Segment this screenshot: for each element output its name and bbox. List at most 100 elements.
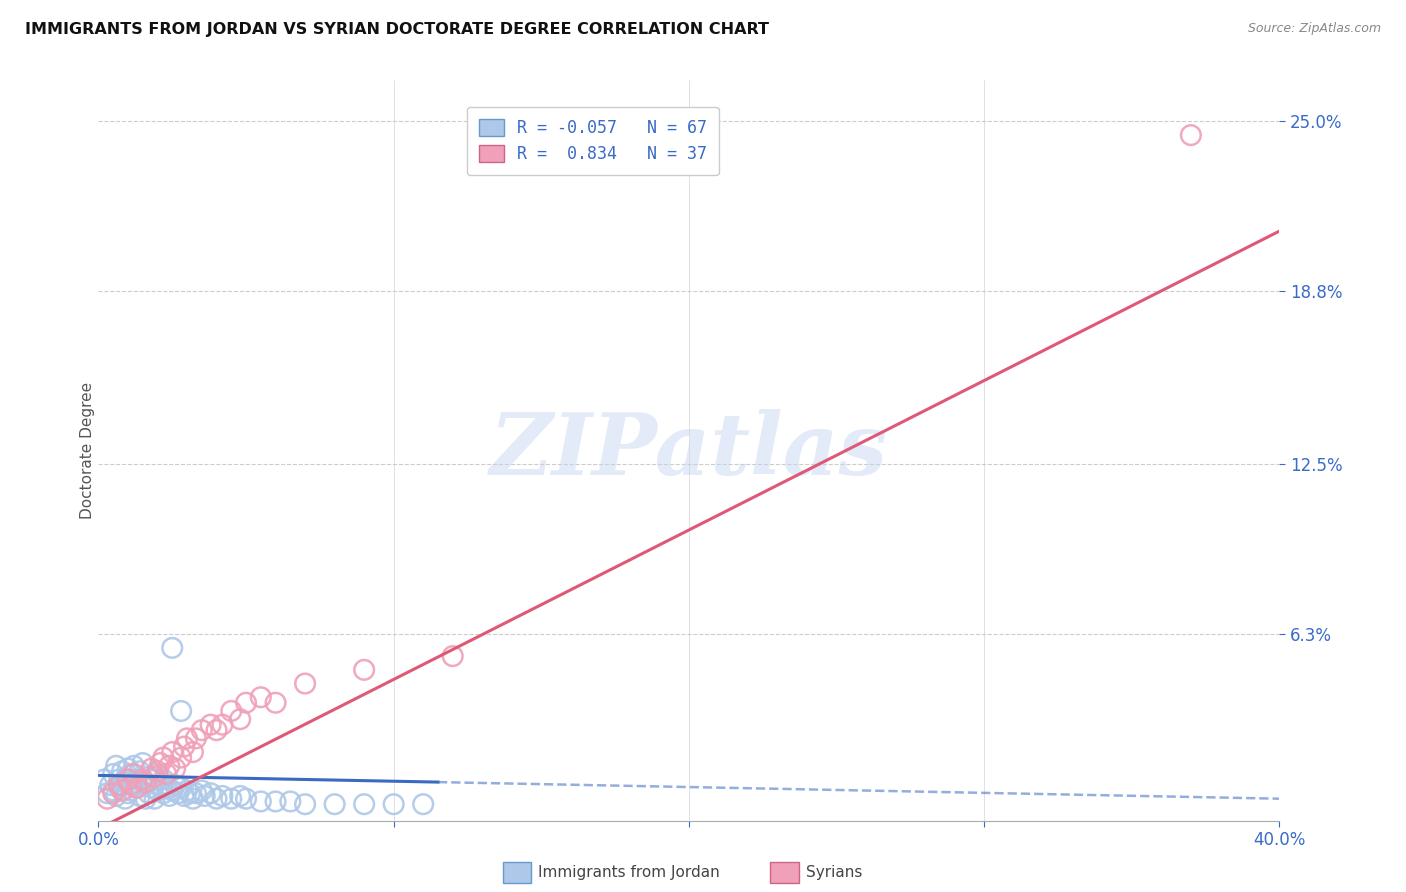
Point (157, 759, 180, 773)
Point (105, 759, 128, 773)
Point (143, 791, 166, 805)
Point (132, 775, 155, 789)
Point (111, 764, 134, 779)
Point (184, 786, 207, 800)
Point (441, 649, 464, 664)
Point (162, 783, 183, 797)
Point (120, 783, 142, 797)
Point (1180, 128, 1202, 142)
Point (132, 772, 155, 787)
Point (170, 704, 193, 718)
Point (117, 762, 139, 776)
Point (170, 750, 193, 764)
Point (184, 731, 207, 746)
Point (138, 770, 160, 784)
Point (111, 778, 134, 792)
Point (176, 731, 198, 746)
Point (103, 767, 125, 781)
Point (96, 786, 118, 800)
Point (103, 786, 125, 800)
Point (122, 775, 145, 789)
Text: Source: ZipAtlas.com: Source: ZipAtlas.com (1247, 22, 1381, 36)
Point (250, 794, 273, 808)
Point (221, 704, 243, 718)
Point (108, 778, 131, 792)
Point (155, 780, 177, 795)
Point (108, 780, 131, 795)
Point (353, 797, 375, 812)
Point (149, 778, 172, 792)
Point (149, 756, 172, 770)
Point (117, 772, 139, 787)
Point (135, 778, 157, 792)
Point (200, 786, 222, 800)
Point (117, 786, 139, 800)
Point (170, 780, 193, 795)
Point (117, 772, 139, 787)
Text: ZIPatlas: ZIPatlas (489, 409, 889, 492)
Point (132, 756, 155, 770)
Point (143, 770, 166, 784)
Point (235, 791, 257, 805)
Point (179, 786, 201, 800)
Point (162, 745, 183, 759)
Point (120, 778, 142, 792)
Point (200, 717, 222, 731)
Point (294, 676, 316, 690)
Point (173, 739, 195, 754)
Point (122, 767, 145, 781)
Point (181, 791, 204, 805)
Point (264, 696, 287, 710)
Point (96, 791, 118, 805)
Point (250, 690, 273, 705)
Point (105, 789, 128, 803)
Point (141, 762, 163, 776)
Point (146, 764, 169, 779)
Point (294, 797, 316, 812)
Point (146, 783, 169, 797)
Legend: R = -0.057   N = 67, R =  0.834   N = 37: R = -0.057 N = 67, R = 0.834 N = 37 (467, 107, 718, 175)
Point (165, 778, 187, 792)
Point (125, 780, 148, 795)
Point (176, 783, 198, 797)
Point (167, 786, 190, 800)
Point (280, 794, 302, 808)
Point (128, 764, 150, 779)
Text: Immigrants from Jordan: Immigrants from Jordan (538, 865, 720, 880)
Point (229, 712, 252, 726)
Point (229, 789, 252, 803)
Point (122, 759, 145, 773)
Point (162, 640, 183, 655)
Point (138, 786, 160, 800)
Point (323, 797, 346, 812)
Point (103, 783, 125, 797)
Point (111, 783, 134, 797)
Point (114, 791, 136, 805)
Point (157, 789, 180, 803)
Text: IMMIGRANTS FROM JORDAN VS SYRIAN DOCTORATE DEGREE CORRELATION CHART: IMMIGRANTS FROM JORDAN VS SYRIAN DOCTORA… (25, 22, 769, 37)
Point (191, 783, 214, 797)
Point (125, 780, 148, 795)
Point (221, 791, 243, 805)
Point (165, 762, 187, 776)
Point (191, 723, 214, 738)
Point (194, 789, 217, 803)
Point (205, 723, 228, 738)
Point (155, 767, 177, 781)
Point (173, 789, 195, 803)
Point (141, 780, 163, 795)
Point (120, 767, 142, 781)
Text: Syrians: Syrians (806, 865, 862, 880)
Point (211, 789, 233, 803)
Point (135, 775, 157, 789)
Point (205, 791, 228, 805)
Point (143, 772, 166, 787)
Point (98, 778, 121, 792)
Point (382, 797, 405, 812)
Y-axis label: Doctorate Degree: Doctorate Degree (80, 382, 94, 519)
Point (108, 772, 131, 787)
Point (128, 789, 150, 803)
Point (93, 772, 115, 787)
Point (125, 772, 148, 787)
Point (353, 663, 375, 677)
